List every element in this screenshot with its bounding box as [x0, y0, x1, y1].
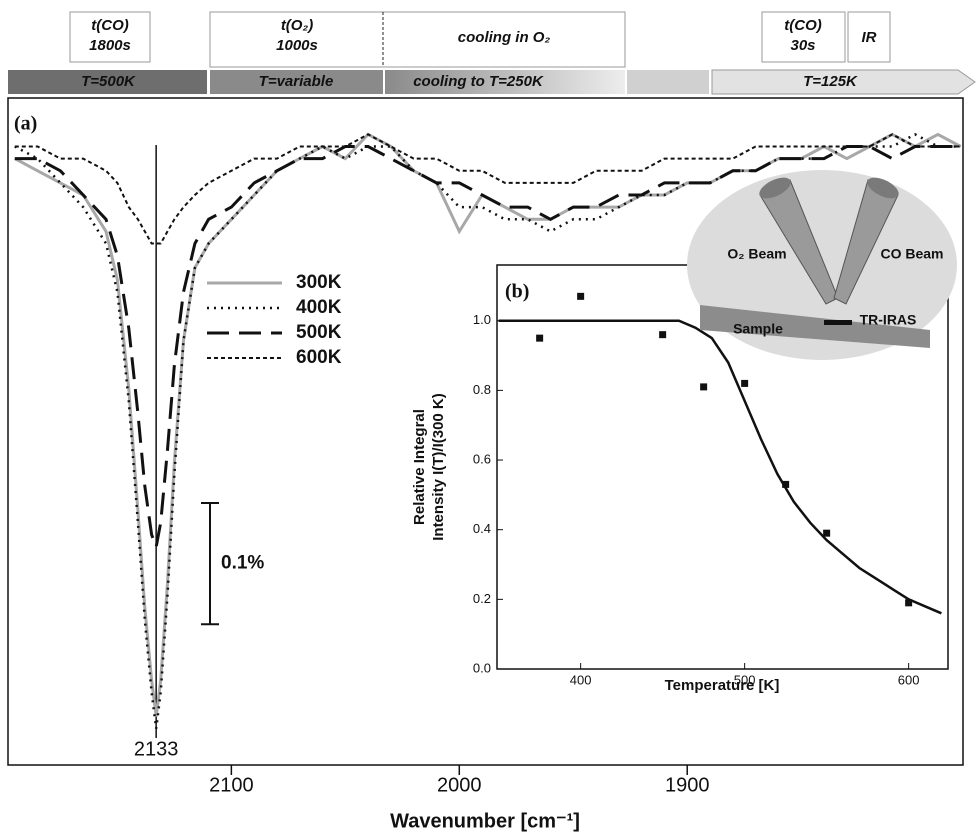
y-tick-label: 0.6 [473, 451, 491, 466]
peak-label: 2133 [134, 738, 179, 760]
legend-label: 500K [296, 322, 342, 343]
step-box [209, 11, 626, 68]
spectra-panel: (a) 2100 2000 1900 Wavenumber [cm⁻¹] 2133 300K… [14, 113, 962, 832]
timeline: t(CO) 1800s t(O₂) 1000s cooling in O₂ t(CO) 30… [8, 11, 976, 95]
step-label: 1800s [89, 37, 131, 54]
panel-label: (b) [505, 281, 529, 303]
x-tick-label: 600 [898, 672, 920, 687]
stage-label: T=variable [259, 73, 334, 90]
stage-label: T=125K [803, 73, 858, 90]
legend-label: 300K [296, 272, 342, 293]
data-point [823, 529, 831, 537]
stage-arrow [711, 69, 976, 95]
y-tick-label: 0.8 [473, 382, 491, 397]
x-tick-label: 400 [570, 672, 592, 687]
data-point [577, 292, 585, 300]
data-point [700, 383, 708, 391]
diagram-label: TR-IRAS [860, 312, 917, 328]
diagram-label: CO Beam [880, 246, 943, 262]
y-tick-label: 0.0 [473, 660, 491, 675]
panel-label: (a) [14, 113, 37, 135]
stage-bar [627, 70, 709, 94]
step-box [761, 11, 846, 63]
data-point [659, 331, 667, 339]
x-axis-label: Temperature [K] [665, 677, 780, 694]
legend-label: 600K [296, 347, 342, 368]
y-axis-label: Relative Integral [411, 409, 428, 525]
data-point [741, 379, 749, 387]
data-point [782, 480, 790, 488]
y-tick-label: 0.4 [473, 521, 491, 536]
step-label: t(CO) [784, 17, 822, 34]
fit-line [498, 319, 942, 615]
x-tick-label: 2100 [209, 774, 254, 796]
y-tick-label: 1.0 [473, 312, 491, 327]
stage-label: cooling to T=250K [413, 73, 544, 90]
step-label: cooling in O₂ [458, 29, 551, 46]
step-label: 1000s [276, 37, 318, 54]
sample-plate [824, 320, 852, 325]
x-tick-label: 1900 [665, 774, 710, 796]
y-tick-label: 0.2 [473, 591, 491, 606]
x-tick-label: 2000 [437, 774, 482, 796]
data-point [905, 599, 913, 607]
data-point [536, 334, 544, 342]
stage-bar [8, 70, 207, 94]
step-box [847, 11, 891, 63]
ir-beam [700, 305, 930, 348]
spectrum-line [14, 133, 961, 245]
tube-end [759, 177, 791, 199]
stage-bar [385, 70, 625, 94]
y-axis-label: Intensity I(T)/I(300 K) [430, 393, 447, 541]
step-label: t(O₂) [281, 17, 313, 34]
step-label: t(CO) [91, 17, 129, 34]
apparatus-diagram: O₂ Beam CO Beam Sample TR-IRAS [687, 170, 957, 360]
step-label: 30s [790, 37, 815, 54]
diagram-label: O₂ Beam [727, 246, 786, 262]
tube-end [867, 177, 899, 199]
x-axis-label: Wavenumber [cm⁻¹] [390, 810, 580, 832]
spectrum-line [14, 145, 961, 553]
diagram-label: Sample [733, 321, 783, 337]
spectrum-line [14, 132, 961, 729]
stage-label: T=500K [81, 73, 136, 90]
step-box [69, 11, 151, 63]
legend-label: 400K [296, 297, 342, 318]
stage-bar [210, 70, 383, 94]
scale-bar-label: 0.1% [221, 553, 264, 574]
x-tick-label: 500 [734, 672, 756, 687]
step-label: IR [862, 29, 877, 46]
